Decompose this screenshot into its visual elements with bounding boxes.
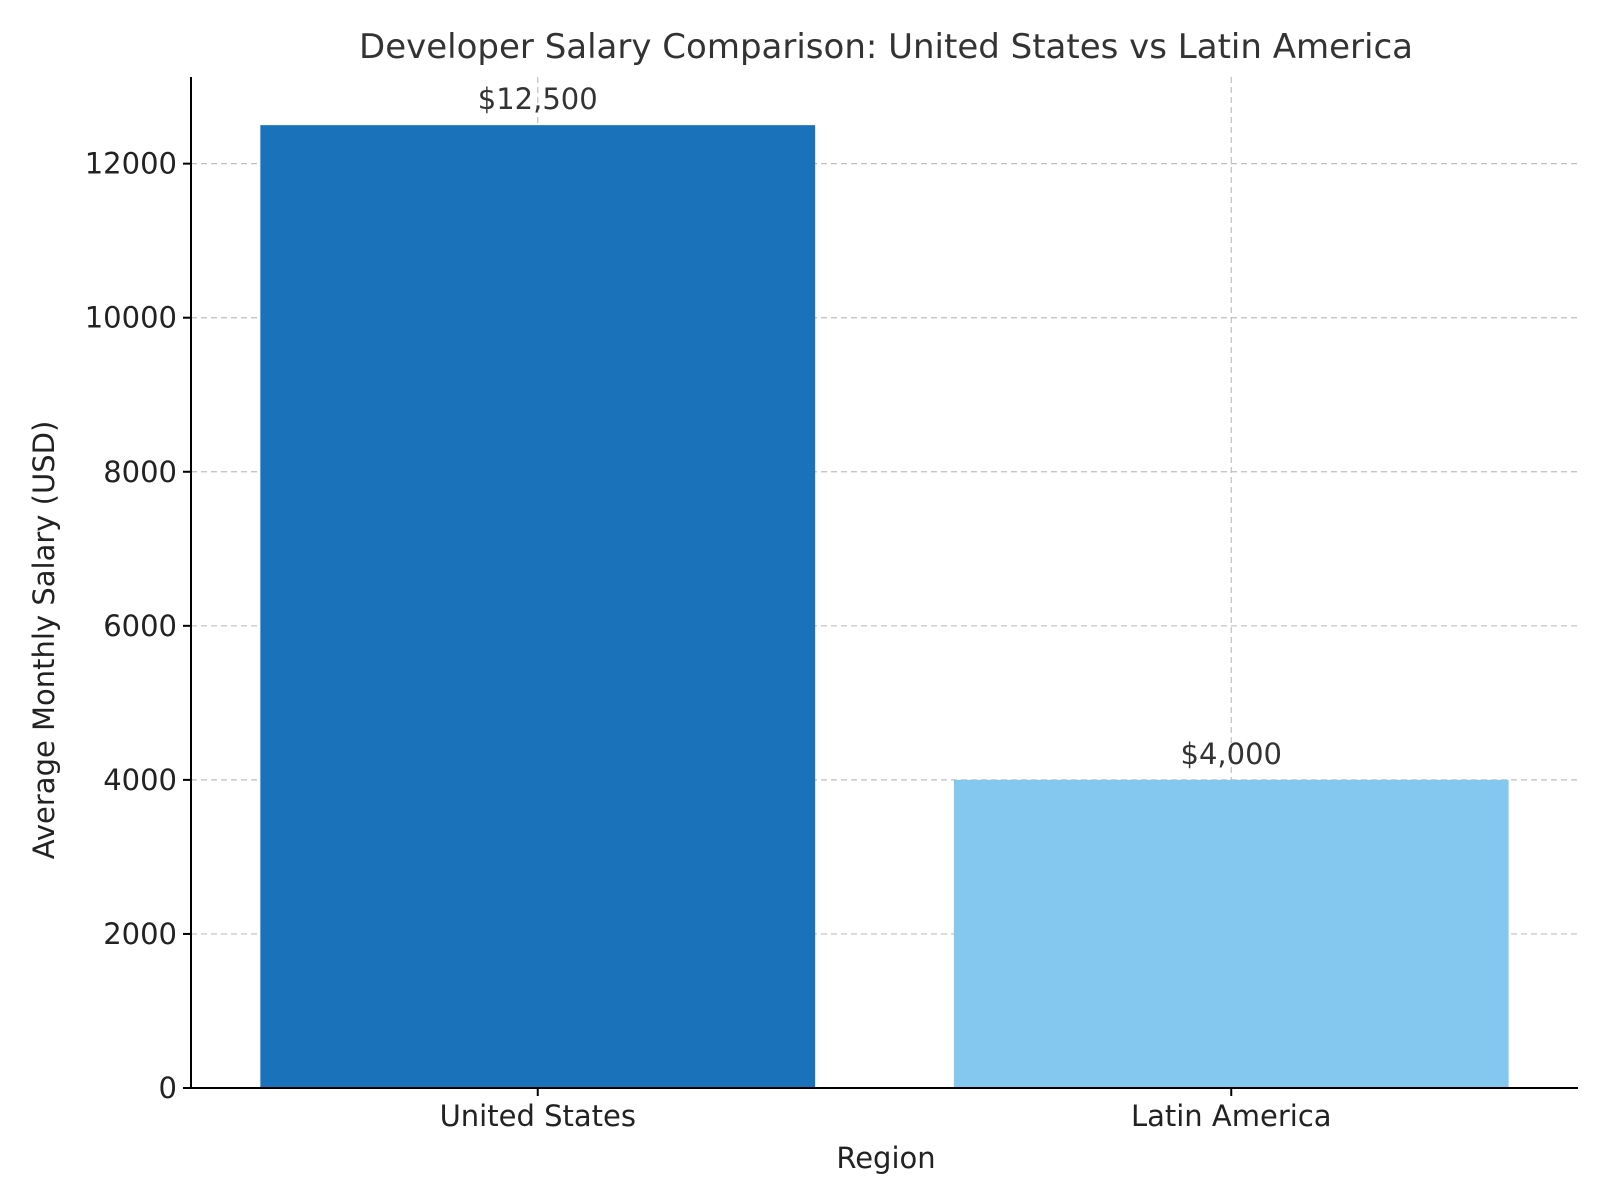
chart-title: Developer Salary Comparison: United Stat… — [359, 27, 1413, 67]
bar-value-label: $4,000 — [1181, 737, 1282, 771]
x-tick-label: Latin America — [1131, 1099, 1332, 1133]
y-axis-label: Average Monthly Salary (USD) — [27, 421, 61, 860]
y-tick-label: 10000 — [85, 301, 177, 335]
bar — [953, 779, 1509, 1088]
y-tick-label: 4000 — [103, 763, 177, 797]
bar-value-labels: $12,500 $4,000 — [478, 82, 1282, 771]
y-tick-label: 6000 — [103, 609, 177, 643]
y-tick-label: 2000 — [103, 917, 177, 951]
y-axis-ticks: 0 2000 4000 6000 8000 10000 12000 — [85, 147, 191, 1105]
bars — [260, 125, 1509, 1088]
y-tick-label: 8000 — [103, 455, 177, 489]
y-tick-label: 12000 — [85, 147, 177, 181]
y-tick-label: 0 — [159, 1071, 177, 1105]
x-axis-label: Region — [836, 1141, 935, 1175]
bar-value-label: $12,500 — [478, 82, 598, 116]
x-tick-label: United States — [440, 1099, 636, 1133]
x-axis-ticks: United States Latin America — [440, 1088, 1332, 1133]
bar — [260, 125, 816, 1088]
